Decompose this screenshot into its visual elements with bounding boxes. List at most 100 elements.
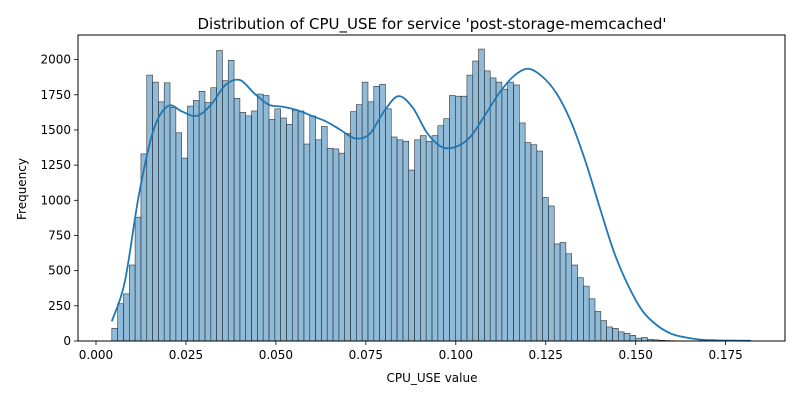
histogram-bar [414,139,421,342]
chart-title: Distribution of CPU_USE for service 'pos… [198,15,667,34]
x-tick-label: 0.000 [79,348,113,362]
histogram-bar [268,119,276,342]
histogram-bar [443,118,450,342]
histogram-bar [594,311,602,342]
x-tick-label: 0.125 [529,348,563,362]
histogram-bar [559,242,567,342]
histogram-bar [600,320,607,342]
histogram-bar [123,293,130,342]
histogram-bar [612,328,619,342]
x-tick-label: 0.150 [619,348,653,362]
histogram-bar [280,117,287,342]
histogram-bar [158,101,165,342]
y-tick-label: 1000 [40,193,71,207]
x-tick-label: 0.100 [439,348,473,362]
histogram-bar [193,100,200,342]
y-tick-label: 250 [48,299,71,313]
histogram-bar [239,112,247,342]
y-tick-label: 1500 [40,123,71,137]
histogram-bar [344,133,351,342]
histogram-bar [315,139,322,342]
histogram-bar [350,111,357,342]
histogram-bar [291,109,299,342]
histogram-bar [274,108,281,342]
histogram-bar [478,48,485,342]
histogram-bar [495,81,503,342]
histogram-bar [565,253,573,342]
histogram-bar [466,74,474,342]
histogram-bar [379,83,386,342]
y-tick-label: 2000 [40,53,71,67]
x-axis-label: CPU_USE value [387,371,478,385]
histogram-bar [303,143,311,342]
histogram-bar [187,105,194,342]
histogram-bar [588,298,596,342]
y-tick-label: 0 [63,334,71,348]
histogram-bar [507,81,514,342]
histogram-bar [606,326,613,342]
histogram-bar [454,95,462,342]
histogram-bar [286,124,293,342]
histogram-bar [233,98,241,342]
histogram-bar [222,80,229,342]
plot-frame [77,34,786,342]
histogram-bar [425,140,433,342]
histogram-bar [332,148,340,342]
histogram-bar [420,135,427,342]
histogram-bar [577,277,584,342]
histogram-bar [519,122,526,342]
histogram-bar [326,147,334,342]
histogram-bar [338,152,345,342]
histogram-bar [181,157,188,342]
histogram-bar [198,90,206,342]
y-axis-label: Frequency [15,158,29,220]
histogram-bar [367,101,375,342]
x-tick-label: 0.175 [708,348,742,362]
histogram-bar [385,108,392,342]
histogram-bar [227,60,235,342]
histogram-bar [210,87,217,342]
histogram-bar [146,74,153,342]
histogram-bar [134,216,142,342]
histogram-bar [402,140,410,342]
histogram-bar [449,95,456,342]
histogram-bar [437,125,444,342]
histogram-bar [472,60,479,342]
histogram-bar [513,84,520,342]
histogram-bar [536,150,543,342]
histogram-bar [204,102,212,342]
histogram-bar [175,132,182,342]
histogram-bar [111,328,118,342]
histogram-bar [390,136,398,342]
histogram-bar [297,110,305,342]
histogram-bar [262,95,270,342]
histogram-bar [128,264,136,342]
histogram-bar [117,303,124,342]
histogram-bar [460,95,468,342]
histogram-bar [548,205,555,342]
histogram-bar [571,264,578,342]
histogram-bar [641,337,648,342]
histogram-bar [542,197,549,342]
histogram-bar [501,88,508,342]
histogram-bar [553,243,561,342]
x-tick-label: 0.075 [349,348,383,362]
histogram-bar [169,107,177,342]
histogram-bar [251,110,258,342]
y-tick-label: 750 [48,228,71,242]
histogram-bar [356,104,363,342]
histogram-bar [623,332,631,342]
histogram-bar [431,135,439,342]
histogram-bar [163,82,171,342]
histogram-bar [583,285,590,342]
x-axis-ticks: 0.000 0.025 0.050 0.075 0.100 0.125 0.150 0.175 [79,341,743,362]
histogram-bar [361,81,369,342]
histogram-bar [245,115,252,342]
histogram-bar [629,335,637,342]
histogram-bar [524,142,532,342]
y-tick-label: 1750 [40,88,71,102]
histogram-bar [321,126,328,342]
x-tick-label: 0.025 [169,348,203,362]
x-tick-label: 0.050 [259,348,293,362]
